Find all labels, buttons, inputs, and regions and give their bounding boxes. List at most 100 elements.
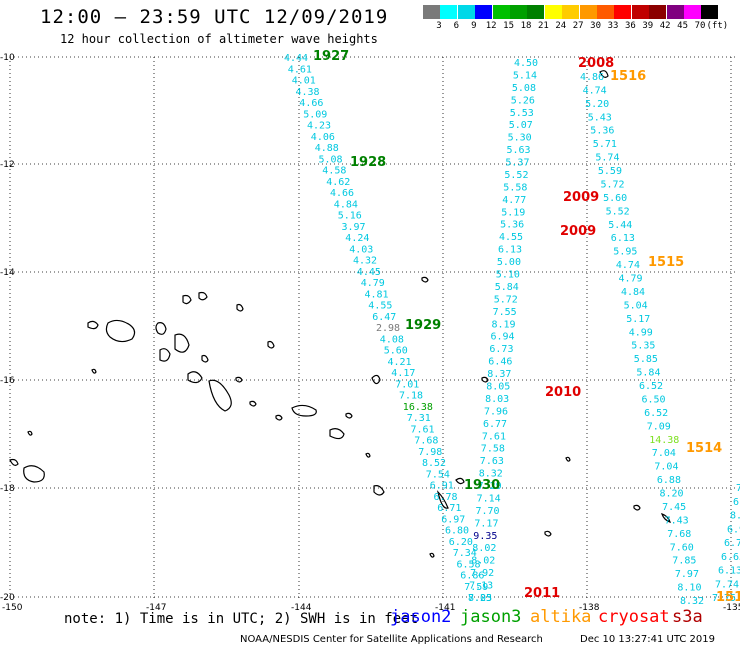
swh-value: 4.74	[616, 260, 640, 271]
island	[599, 70, 609, 78]
island	[27, 430, 33, 436]
swh-value: 4.74	[583, 85, 607, 96]
colorbar-label: 45	[677, 21, 689, 31]
colorbar-swatch	[457, 5, 475, 19]
swh-value: 7.09	[647, 421, 671, 432]
swh-value: 5.16	[338, 211, 362, 222]
lon-label: -138	[579, 603, 600, 613]
time-label: 2010	[545, 385, 581, 400]
island	[198, 291, 208, 301]
swh-value: 8.32	[479, 469, 503, 480]
swh-value: 5.59	[598, 166, 622, 177]
island	[436, 490, 449, 509]
swh-value: 4.24	[345, 233, 369, 244]
island	[105, 319, 136, 343]
colorbar-label: 24	[555, 21, 567, 31]
swh-value: 5.60	[603, 193, 627, 204]
footer-note: note: 1) Time is in UTC; 2) SWH is in fe…	[64, 611, 419, 627]
colorbar-swatch	[544, 5, 562, 19]
swh-value: 7.92	[470, 568, 494, 579]
swh-value: 7.54	[426, 469, 450, 480]
colorbar-label: 39	[642, 21, 654, 31]
swh-value: 5.53	[510, 108, 534, 119]
colorbar-label: 18	[520, 21, 532, 31]
swh-value: 7.14	[477, 494, 501, 505]
swh-value: 6.91	[430, 481, 454, 492]
island	[208, 379, 232, 412]
swh-value: 4.66	[299, 98, 323, 109]
island	[291, 404, 317, 417]
swh-value: 8.20	[660, 489, 684, 500]
swh-value: 5.72	[601, 180, 625, 191]
swh-value: 5.63	[507, 145, 531, 156]
swh-value: 4.50	[514, 58, 538, 69]
swh-value: 5.26	[511, 95, 535, 106]
colorbar-label: 33	[607, 21, 619, 31]
swh-value: 6.65	[721, 552, 740, 563]
swh-value: 7.04	[652, 448, 676, 459]
swh-value: 4.45	[357, 267, 381, 278]
swh-value: 5.84	[495, 282, 519, 293]
swh-value: 8.10	[677, 583, 701, 594]
colorbar-label: 9	[471, 21, 477, 31]
swh-value: 4.03	[349, 244, 373, 255]
swh-value: 7.58	[481, 444, 505, 455]
swh-value: 8.19	[492, 319, 516, 330]
colorbar-label: 27	[572, 21, 584, 31]
time-label: 2011	[524, 586, 560, 601]
swh-value: 6.46	[488, 357, 512, 368]
swh-value: 7.31	[407, 413, 431, 424]
swh-value: 4.66	[330, 188, 354, 199]
colorbar-swatch	[527, 5, 545, 19]
swh-value: 4.84	[334, 199, 358, 210]
swh-value: 7.70	[476, 506, 500, 517]
colorbar-swatch	[475, 5, 493, 19]
swh-value: 6.73	[489, 344, 513, 355]
swh-value: 5.08	[512, 83, 536, 94]
swh-value: 6.97	[441, 514, 465, 525]
legend-item: jason3	[460, 607, 522, 627]
swh-value: 5.72	[494, 294, 518, 305]
swh-value: 7.13	[469, 581, 493, 592]
island	[661, 513, 671, 523]
swh-value: 14.38	[649, 435, 679, 446]
altimeter-tracks: 4.444.614.014.384.665.094.234.064.885.08…	[284, 53, 740, 607]
island	[235, 376, 243, 383]
island	[267, 340, 275, 349]
swh-value: 3.97	[342, 222, 366, 233]
credit-text: NOAA/NESDIS Center for Satellite Applica…	[240, 634, 543, 645]
swh-value: 7.96	[484, 406, 508, 417]
swh-value: 6.94	[491, 332, 515, 343]
swh-value: 4.99	[629, 327, 653, 338]
swh-value: 5.17	[626, 314, 650, 325]
colorbar-swatch	[597, 5, 614, 19]
swh-value: 7.75	[712, 593, 736, 604]
swh-value: 7.04	[654, 462, 678, 473]
swh-value: 5.85	[634, 354, 658, 365]
swh-value: 7.85	[672, 556, 696, 567]
island	[371, 374, 381, 385]
swh-value: 7.97	[675, 569, 699, 580]
colorbar-swatch	[579, 5, 597, 19]
lat-label: -10	[0, 53, 15, 63]
time-label: 1930	[464, 478, 500, 493]
swh-value: 6.71	[724, 538, 740, 549]
swh-value: 4.01	[292, 76, 316, 87]
time-label: 151	[716, 590, 740, 605]
swh-value: 5.84	[636, 368, 660, 379]
swh-value: 7.43	[665, 515, 689, 526]
lat-label: -18	[0, 484, 15, 494]
colorbar-swatch	[614, 5, 632, 19]
page-subtitle: 12 hour collection of altimeter wave hei…	[60, 32, 378, 46]
swh-value: 7.25	[468, 593, 492, 604]
island	[182, 294, 192, 305]
swh-value: 4.79	[361, 278, 385, 289]
swh-value: 4.61	[288, 64, 312, 75]
swh-value: 5.74	[595, 153, 619, 164]
swh-value: 16.38	[403, 402, 433, 413]
colorbar-swatch	[649, 5, 667, 19]
colorbar-swatch	[510, 5, 527, 19]
swh-value: 6.52	[644, 408, 668, 419]
swh-value: 7.98	[418, 447, 442, 458]
swh-value: 5.10	[496, 270, 520, 281]
